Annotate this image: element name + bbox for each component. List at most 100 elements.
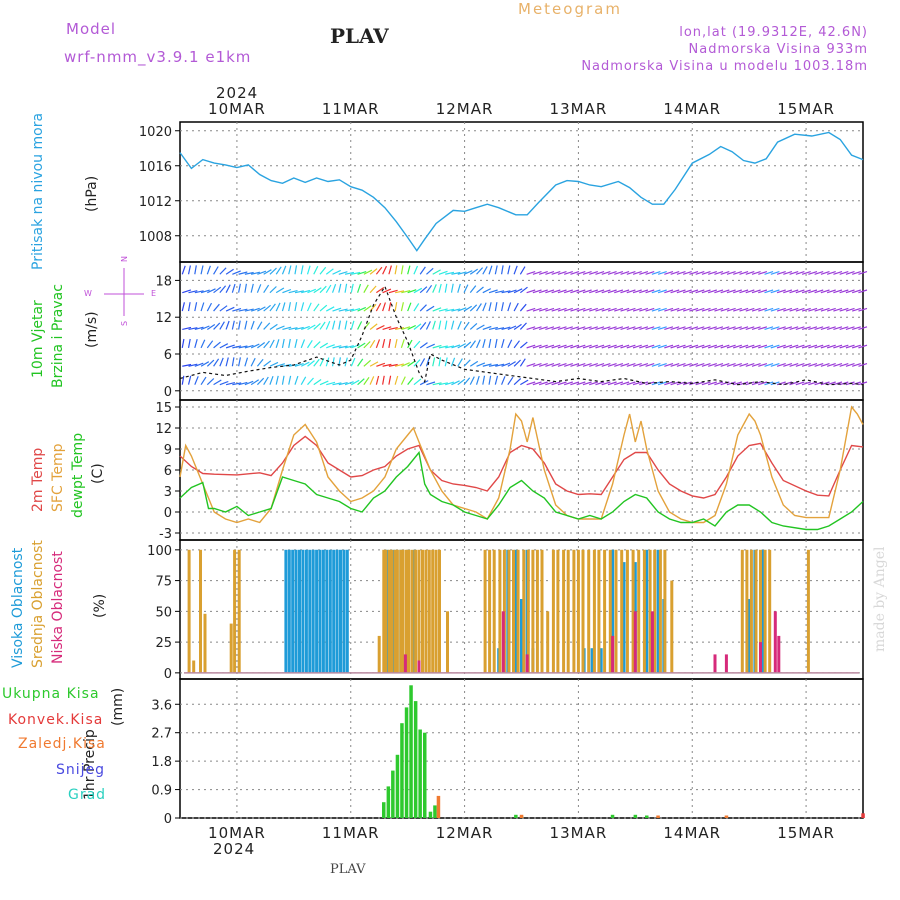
wind-arrow (507, 361, 516, 367)
wind-arrow (651, 381, 661, 386)
wind-arrow (425, 284, 433, 294)
wind-arrow (432, 307, 442, 312)
wind-arrow (676, 326, 686, 331)
clouds-low_cloud-bar (611, 635, 615, 673)
wind-arrow (570, 289, 580, 294)
wind-arrow (595, 363, 605, 367)
pressure-frame (179, 121, 864, 263)
clouds-mid_cloud-bar (581, 549, 585, 673)
clouds-high_cloud-bar (342, 549, 346, 673)
wind-arrow (519, 303, 527, 312)
clouds-ytick-label: 50 (155, 605, 172, 620)
precipitation-xtick-label: 12MAR (436, 824, 494, 842)
wind-arrow (833, 344, 843, 349)
wind-arrow (826, 363, 836, 367)
clouds-mid_cloud-bar (388, 549, 391, 673)
wind-rose-west: W (84, 289, 92, 298)
wind-arrow (413, 340, 421, 349)
wind-arrow (181, 302, 185, 312)
wind-arrow (513, 265, 518, 275)
clouds-mid_cloud-bar (410, 549, 414, 673)
wind-arrow (601, 307, 611, 312)
wind-arrow (306, 265, 311, 275)
wind-arrow (783, 363, 793, 367)
wind-arrow (250, 307, 260, 312)
precipitation-precip_frozen-bar (436, 795, 441, 818)
wind-arrow (513, 302, 519, 312)
wind-arrow (501, 362, 511, 367)
precipitation-xtick-label: 15MAR (777, 824, 835, 842)
wind-arrow (576, 307, 586, 312)
wind-arrow (789, 289, 799, 294)
wind-arrow (388, 363, 398, 367)
wind-arrow (206, 302, 213, 312)
wind-arrow (826, 344, 836, 349)
wind-arrow (770, 289, 780, 294)
wind-arrow (664, 344, 674, 349)
wind-arrow (451, 271, 461, 275)
clouds-low_cloud-bar (403, 654, 407, 673)
wind-arrow (689, 344, 699, 349)
wind-arrow (400, 339, 405, 349)
wind-arrow (450, 283, 454, 293)
wind-arrow (639, 271, 649, 275)
wind-arrow (657, 381, 667, 386)
wind-arrow (758, 363, 768, 367)
clouds-low_cloud-bar (650, 611, 654, 673)
wind-arrow (538, 307, 548, 312)
wind-arrow (620, 363, 630, 367)
clouds-mid_cloud-bar (483, 549, 487, 673)
wind-arrow (269, 361, 279, 367)
wind-arrow (833, 326, 843, 331)
wind-arrow (519, 358, 526, 367)
wind-arrow (689, 307, 699, 312)
wind-arrow (181, 375, 185, 385)
wind-arrow (413, 287, 423, 294)
wind-arrow (645, 344, 655, 349)
wind-arrow (382, 302, 386, 312)
wind-arrow (789, 344, 799, 349)
wind-arrow (526, 381, 536, 386)
wind-arrow (325, 268, 334, 275)
wind-arrow (664, 307, 674, 312)
wind-arrow (350, 357, 356, 367)
wind-arrow (463, 341, 472, 349)
wind-arrow (826, 307, 836, 312)
wind-arrow (657, 289, 667, 294)
footer-station: PLAV (330, 862, 366, 877)
wind-arrow (708, 326, 717, 331)
wind-arrow (795, 326, 805, 331)
wind-arrow (814, 363, 824, 367)
wind-arrow (526, 307, 536, 312)
temperature-ytick-label: 12 (155, 422, 172, 437)
wind-arrow (200, 302, 205, 312)
wind-arrow (820, 271, 830, 275)
wind-arrow (463, 321, 470, 330)
wind-arrow (244, 344, 254, 349)
wind-arrow (858, 289, 868, 294)
wind-arrow (783, 326, 793, 331)
wind-arrow (407, 324, 416, 331)
clouds-low_cloud-bar (759, 642, 762, 673)
wind-arrow-field (181, 265, 868, 386)
wind-arrow (733, 289, 742, 294)
wind-arrow (764, 271, 774, 275)
wind-arrow (469, 322, 478, 330)
clouds-mid_cloud-bar (608, 549, 612, 673)
clouds-mid_cloud-bar (531, 549, 535, 673)
wind-arrow (682, 289, 692, 294)
wind-arrow (833, 289, 843, 294)
wind-arrow (451, 380, 460, 386)
wind-arrow (764, 344, 774, 349)
wind-arrow (764, 289, 774, 294)
wind-arrow (187, 265, 191, 275)
wind-arrow (351, 308, 361, 312)
wind-arrow (369, 376, 375, 385)
wind-arrow (413, 359, 421, 367)
wind-arrow (801, 289, 811, 294)
clouds-mid_cloud-bar (631, 549, 635, 673)
wind-arrow (545, 271, 555, 275)
wind-arrow (513, 340, 520, 349)
wind-frame (179, 261, 864, 401)
pressure-xtick-label: 15MAR (777, 100, 835, 118)
